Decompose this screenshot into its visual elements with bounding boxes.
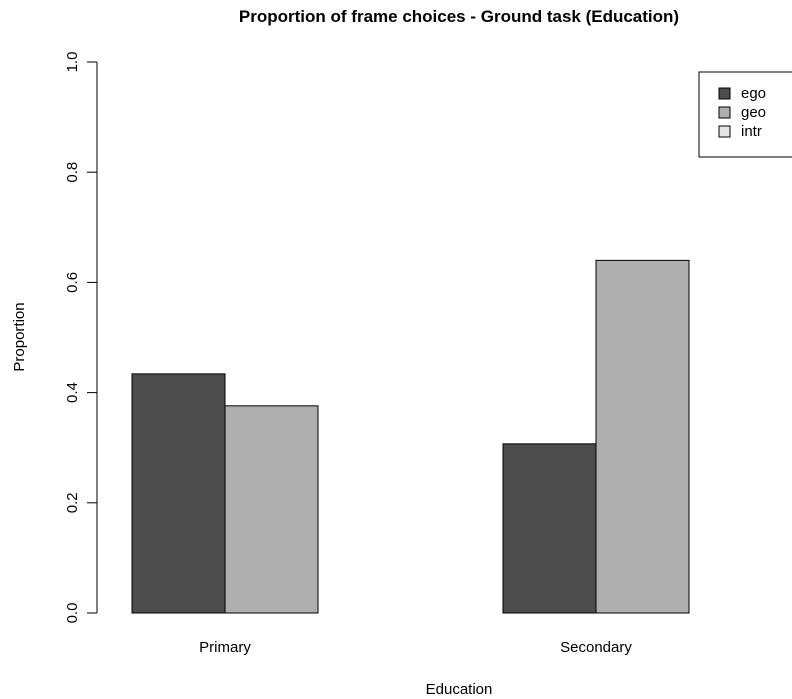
x-tick-label: Primary [199,639,251,656]
x-axis-tick-labels: Primary Secondary [199,639,632,656]
bars [131,259,690,614]
bar-ego-primary [131,373,226,614]
legend-swatch-ego [718,87,731,100]
y-axis-label: Proportion [11,302,28,371]
y-tick-label: 0.8 [64,162,81,183]
y-tick-label: 0.6 [64,272,81,293]
chart-title: Proportion of frame choices - Ground tas… [239,7,679,26]
legend: ego geo intr [698,71,792,158]
bar-geo-secondary [595,259,690,614]
legend-label-geo: geo [741,104,766,121]
bar-ego-secondary [502,443,597,614]
y-tick-label: 0.2 [64,492,81,513]
y-tick-label: 1.0 [64,52,81,73]
x-tick-label: Secondary [560,639,632,656]
x-axis-label: Education [426,681,493,698]
y-tick-label: 0.0 [64,603,81,624]
y-axis: 0.0 0.2 0.4 0.6 0.8 1.0 [64,52,98,624]
legend-box [698,71,792,158]
y-tick-label: 0.4 [64,382,81,403]
legend-swatch-geo [718,106,731,119]
legend-swatch-intr [718,125,731,138]
legend-label-intr: intr [741,123,762,140]
bar-geo-primary [224,405,319,614]
legend-label-ego: ego [741,85,766,102]
